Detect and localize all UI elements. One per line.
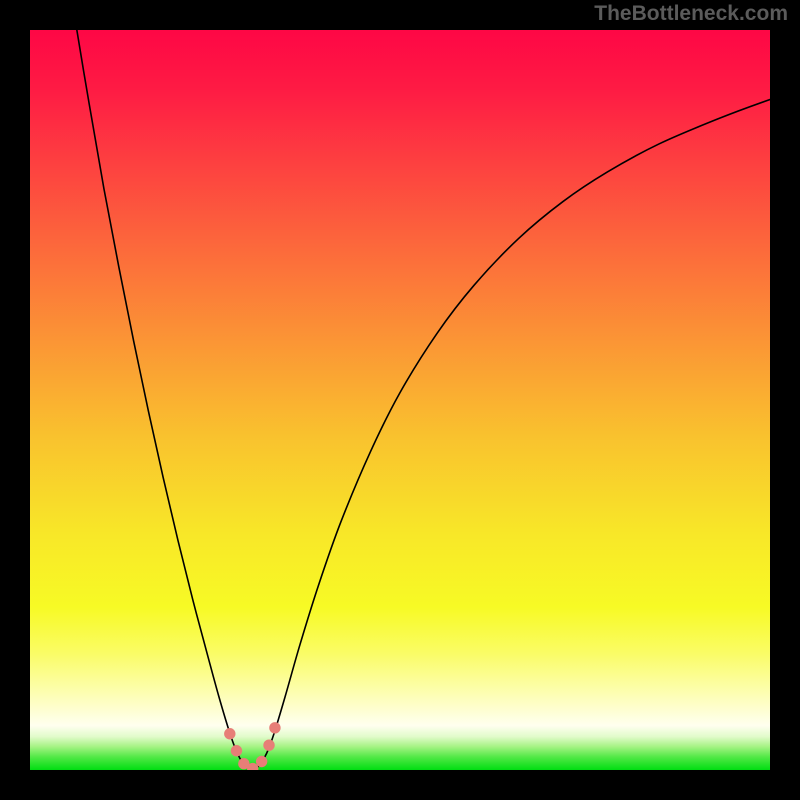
curve-marker <box>270 723 280 733</box>
curve-marker <box>248 763 258 773</box>
curve-marker <box>256 756 266 766</box>
figure-root: TheBottleneck.com <box>0 0 800 800</box>
curve-marker <box>264 740 274 750</box>
curve-marker <box>225 729 235 739</box>
plot-background <box>30 30 770 770</box>
bottleneck-chart <box>0 0 800 800</box>
watermark-text: TheBottleneck.com <box>594 2 788 26</box>
curve-marker <box>231 746 241 756</box>
